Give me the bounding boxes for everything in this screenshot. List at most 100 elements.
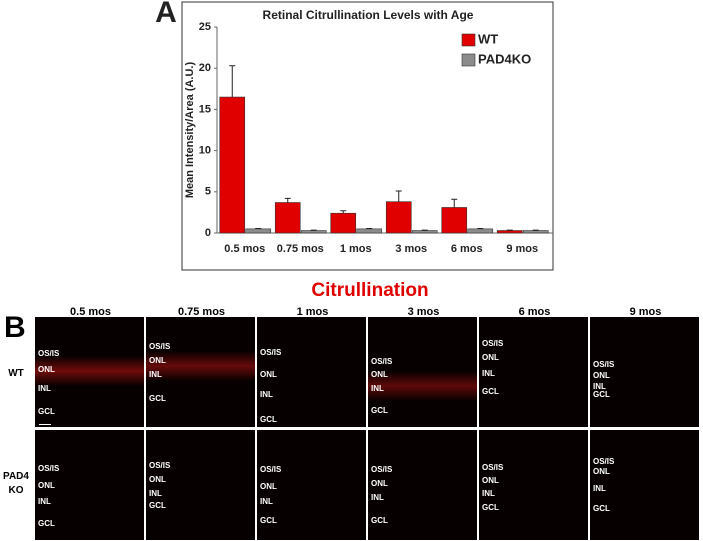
bar — [385, 201, 412, 234]
row-label: PAD4 KO — [3, 471, 29, 496]
panel-letter: A — [155, 0, 177, 29]
bar — [441, 207, 468, 234]
panel-letter: B — [4, 311, 26, 344]
layer-label: OS/IS — [593, 360, 615, 369]
layer-label: ONL — [149, 356, 166, 365]
column-label: 0.5 mos — [70, 306, 111, 318]
error-bar — [229, 65, 236, 98]
layer-label: OS/IS — [260, 348, 282, 357]
signal-band — [368, 371, 477, 401]
layer-label: GCL — [149, 394, 166, 403]
bar — [411, 230, 438, 234]
column-label: 1 mos — [296, 306, 329, 318]
column-label: 9 mos — [629, 306, 662, 318]
layer-label: OS/IS — [38, 464, 60, 473]
layer-label: INL — [149, 370, 162, 379]
legend-label: PAD4KO — [478, 51, 531, 66]
layer-label: ONL — [371, 370, 388, 379]
x-tick-label: 9 mos — [506, 243, 538, 255]
y-axis-label: Mean Intensity/Area (A.U.) — [184, 62, 196, 199]
y-tick-label: 10 — [199, 145, 211, 157]
x-tick-label: 1 mos — [340, 243, 372, 255]
bar — [356, 228, 383, 234]
layer-label: INL — [593, 382, 606, 391]
layer-label: ONL — [38, 481, 55, 490]
layer-label: ONL — [593, 371, 610, 380]
chart: A Retinal Citrullination Levels with Age… — [155, 0, 554, 271]
layer-label: OS/IS — [38, 349, 60, 358]
row-label: WT — [8, 368, 24, 379]
bar — [330, 212, 357, 234]
x-tick-label: 6 mos — [451, 243, 483, 255]
layer-label: INL — [371, 384, 384, 393]
layer-label: OS/IS — [260, 465, 282, 474]
micrograph: OS/IS ONL INL GCL — [257, 317, 366, 427]
layer-label: OS/IS — [371, 465, 393, 474]
micrograph: OS/IS ONL INL GCL — [257, 430, 366, 540]
layer-label: GCL — [149, 501, 166, 510]
layer-label: INL — [38, 497, 51, 506]
chart-title: Retinal Citrullination Levels with Age — [263, 8, 474, 22]
micrograph: OS/IS ONL INL GCL — [35, 430, 144, 540]
layer-label: GCL — [371, 406, 388, 415]
layer-label: INL — [38, 384, 51, 393]
legend-label: WT — [478, 31, 498, 46]
layer-label: OS/IS — [482, 339, 504, 348]
layer-label: INL — [260, 497, 273, 506]
chart-frame — [181, 1, 554, 271]
layer-label: INL — [260, 390, 273, 399]
x-tick-label: 3 mos — [395, 243, 427, 255]
bar — [219, 96, 246, 234]
layer-label: ONL — [38, 365, 55, 374]
panel-title: Citrullination — [311, 280, 429, 301]
layer-label: GCL — [38, 407, 55, 416]
layer-label: OS/IS — [149, 342, 171, 351]
micrograph: OS/IS ONL INL GCL — [368, 317, 477, 427]
layer-label: GCL — [371, 516, 388, 525]
layer-label: OS/IS — [149, 461, 171, 470]
bar — [467, 228, 494, 234]
y-tick-label: 20 — [199, 62, 211, 74]
signal-band — [146, 351, 255, 381]
column-label: 0.75 mos — [177, 306, 226, 318]
error-bar — [451, 198, 458, 208]
bar — [522, 230, 549, 234]
error-bar — [340, 210, 347, 214]
layer-label: GCL — [482, 503, 499, 512]
y-tick-label: 5 — [205, 186, 211, 198]
layer-label: ONL — [260, 370, 277, 379]
bar — [496, 230, 523, 234]
bar — [245, 228, 272, 234]
micrograph: OS/IS ONL INL GCL — [479, 317, 588, 427]
layer-label: ONL — [260, 482, 277, 491]
layer-label: INL — [593, 484, 606, 493]
layer-label: GCL — [260, 516, 277, 525]
layer-label: ONL — [149, 475, 166, 484]
micrograph: OS/IS ONL INL GCL — [479, 430, 588, 540]
micrograph: OS/IS ONL INL GCL — [590, 430, 699, 540]
layer-label: ONL — [482, 353, 499, 362]
layer-label: OS/IS — [371, 357, 393, 366]
layer-label: GCL — [260, 415, 277, 424]
bar — [274, 202, 301, 234]
legend-swatch — [461, 53, 476, 67]
layer-label: INL — [149, 489, 162, 498]
y-tick-label: 25 — [199, 21, 211, 33]
micrograph: OS/IS ONL INL GCL — [590, 317, 699, 427]
error-bar — [284, 197, 291, 203]
y-tick-label: 15 — [199, 103, 211, 115]
x-tick-label: 0.5 mos — [224, 243, 265, 255]
layer-label: GCL — [38, 519, 55, 528]
column-label: 3 mos — [407, 306, 440, 318]
micrograph: OS/IS ONL INL GCL — [35, 317, 144, 427]
micrograph: OS/IS ONL INL GCL — [368, 430, 477, 540]
signal-band — [35, 356, 144, 386]
error-bar — [395, 190, 402, 202]
micrograph: OS/IS ONL INL GCL — [146, 317, 255, 427]
layer-label: INL — [482, 489, 495, 498]
layer-label: ONL — [371, 479, 388, 488]
layer-label: GCL — [593, 504, 610, 513]
x-tick-label: 0.75 mos — [277, 243, 324, 255]
layer-label: ONL — [482, 476, 499, 485]
